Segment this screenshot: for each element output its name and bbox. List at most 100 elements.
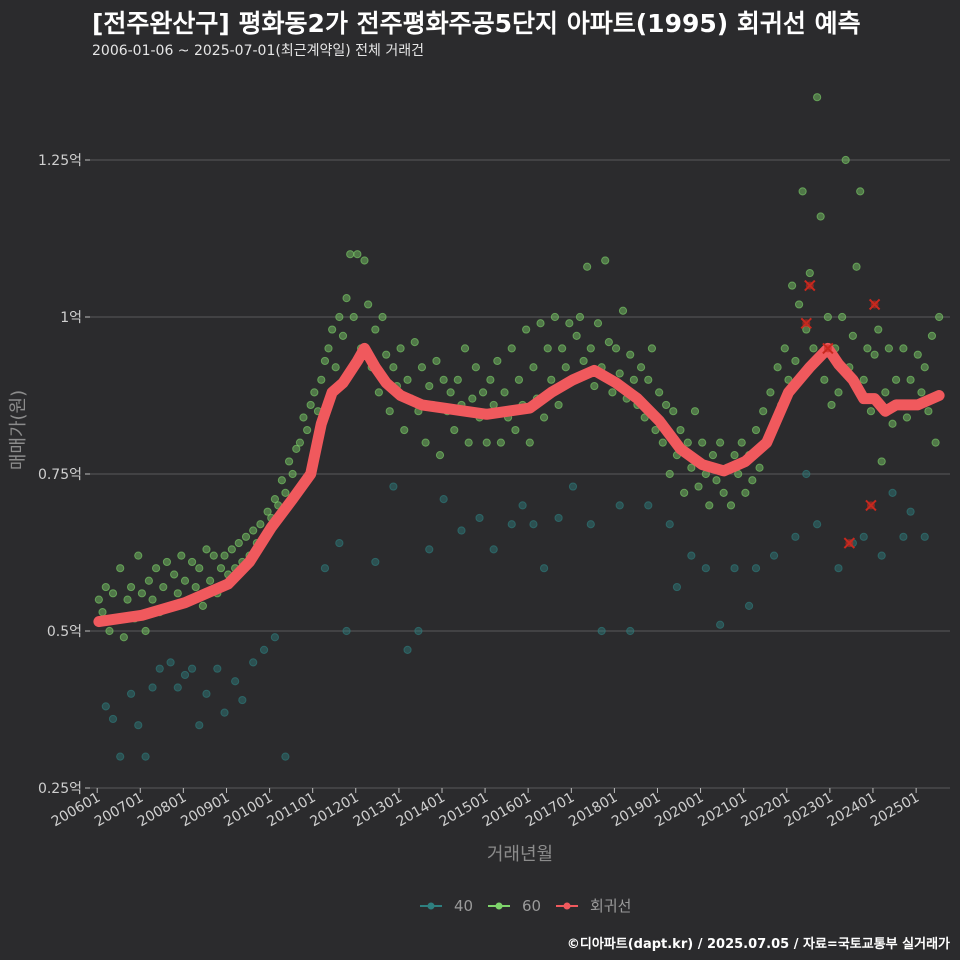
- point-60: [856, 187, 865, 196]
- point-60: [917, 388, 926, 397]
- point-60: [346, 250, 355, 259]
- point-40: [687, 551, 696, 560]
- point-40: [906, 507, 915, 516]
- point-40: [439, 495, 448, 504]
- point-40: [813, 520, 822, 529]
- point-60: [450, 425, 459, 435]
- point-40: [834, 564, 843, 573]
- point-60: [586, 344, 595, 353]
- point-60: [364, 300, 373, 309]
- point-60: [626, 350, 635, 359]
- point-60: [234, 538, 243, 548]
- point-60: [820, 375, 829, 384]
- point-60: [741, 488, 750, 497]
- point-40: [597, 626, 606, 636]
- point-60: [748, 476, 757, 485]
- point-40: [539, 564, 549, 573]
- point-60: [335, 312, 344, 322]
- point-60: [425, 381, 434, 391]
- chart-title: [전주완산구] 평화동2가 전주평화주공5단지 아파트(1995) 회귀선 예측: [92, 9, 861, 38]
- x-tick-label: 201601: [480, 790, 534, 831]
- point-60: [780, 344, 789, 353]
- x-axis-title: 거래년월: [487, 844, 553, 865]
- x-tick-label: 202501: [868, 790, 922, 831]
- point-60: [655, 388, 664, 397]
- point-60: [187, 557, 197, 567]
- point-60: [353, 250, 362, 259]
- point-60: [299, 413, 308, 422]
- point-60: [144, 576, 153, 585]
- point-60: [331, 363, 340, 372]
- x-tick-label: 202201: [739, 790, 793, 831]
- point-60: [482, 438, 491, 447]
- point-60: [496, 438, 505, 447]
- point-60: [558, 344, 567, 353]
- point-40: [744, 601, 754, 610]
- point-60: [249, 526, 258, 535]
- y-axis-ticks: 0.25억 0.5억 0.75억 1억 1.25억: [38, 153, 90, 797]
- point-40: [507, 520, 516, 529]
- point-60: [123, 595, 132, 604]
- point-60: [137, 589, 147, 598]
- point-60: [809, 344, 818, 353]
- point-60: [838, 312, 847, 322]
- point-60: [863, 344, 872, 353]
- point-40: [101, 702, 110, 711]
- point-40: [414, 626, 423, 636]
- point-40: [116, 752, 125, 761]
- point-60: [108, 589, 118, 598]
- point-40: [220, 708, 229, 717]
- source-credit: ©디아파트(dapt.kr) / 2025.07.05 / 자료=국토교통부 실…: [566, 937, 950, 952]
- point-60: [511, 425, 520, 435]
- y-tick-label: 0.75억: [38, 467, 82, 483]
- point-60: [661, 400, 671, 410]
- point-40: [281, 752, 290, 761]
- point-60: [256, 520, 265, 529]
- point-60: [737, 438, 746, 447]
- point-60: [522, 325, 531, 334]
- point-60: [514, 375, 524, 384]
- point-60: [611, 344, 621, 353]
- point-60: [730, 451, 739, 460]
- point-60: [554, 400, 563, 410]
- cancelled-marks: [800, 279, 881, 549]
- point-60: [755, 463, 764, 472]
- point-60: [328, 325, 337, 334]
- x-tick-label: 200701: [92, 790, 146, 831]
- point-60: [881, 388, 890, 397]
- point-60: [460, 344, 470, 353]
- point-60: [464, 438, 473, 447]
- point-60: [813, 93, 822, 102]
- x-axis-ticks: 2006012007012008012009012010012011012012…: [49, 788, 922, 830]
- point-60: [371, 325, 380, 334]
- x-tick-label: 201701: [523, 790, 577, 831]
- point-60: [320, 356, 330, 366]
- point-60: [177, 551, 186, 560]
- point-60: [823, 312, 832, 322]
- point-60: [486, 375, 495, 384]
- point-60: [788, 281, 797, 290]
- point-60: [435, 451, 445, 460]
- point-40: [238, 695, 247, 705]
- point-60: [794, 300, 804, 309]
- point-60: [180, 576, 190, 585]
- point-60: [899, 344, 908, 353]
- point-40: [335, 538, 344, 548]
- x-tick-label: 201301: [351, 790, 405, 831]
- point-60: [241, 532, 251, 541]
- point-60: [292, 444, 301, 453]
- gridlines: [90, 159, 950, 789]
- legend: 40 60 회귀선: [420, 897, 631, 915]
- point-60: [306, 400, 315, 410]
- point-60: [590, 381, 599, 391]
- point-60: [141, 626, 150, 636]
- x-tick-label: 201201: [307, 790, 361, 831]
- point-60: [216, 564, 226, 573]
- point-40: [270, 633, 280, 642]
- x-tick-label: 201401: [394, 790, 448, 831]
- point-60: [708, 451, 718, 460]
- point-60: [126, 582, 136, 592]
- point-40: [644, 501, 653, 510]
- cancelled-x-mark: [865, 499, 877, 512]
- point-40: [134, 721, 143, 730]
